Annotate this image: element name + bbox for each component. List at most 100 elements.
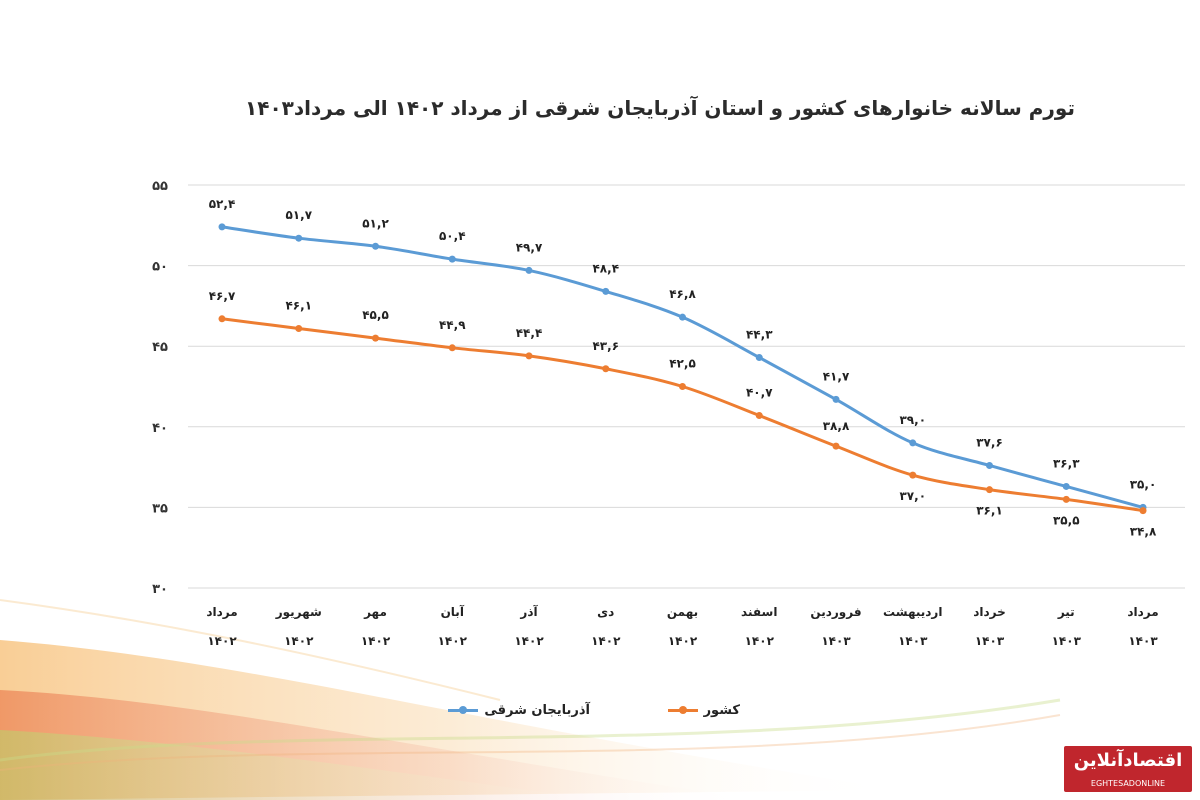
- data-point: [986, 486, 993, 494]
- data-label: ۴۳,۶: [592, 339, 619, 353]
- series-line-1: [220, 317, 1145, 513]
- data-label: ۳۹,۰: [899, 413, 926, 427]
- data-label: ۴۱,۷: [823, 369, 850, 383]
- x-tick-month: آبان: [441, 604, 465, 619]
- x-tick-year: ۱۴۰۲: [591, 634, 621, 648]
- x-tick-month: اسفند: [741, 605, 777, 619]
- data-label: ۴۶,۱: [285, 298, 312, 312]
- data-label: ۳۷,۶: [976, 435, 1003, 449]
- legend-item-country[interactable]: کشور: [667, 700, 740, 720]
- x-tick-year: ۱۴۰۲: [207, 634, 237, 648]
- y-tick-label: ۳۰: [152, 582, 168, 597]
- data-point: [755, 412, 763, 420]
- data-label: ۳۶,۳: [1053, 456, 1080, 470]
- x-tick-month: آذر: [519, 604, 538, 619]
- data-label: ۴۲,۵: [669, 357, 696, 371]
- x-tick-month: دی: [597, 605, 614, 619]
- x-axis: مرداد ۱۴۰۲ شهریور ۱۴۰۲ مهر ۱۴۰۲ آبان ۱۴۰۲ آذر ۱۴۰…: [206, 604, 1158, 648]
- data-label: ۴۶,۷: [209, 289, 236, 303]
- data-point: [832, 442, 840, 450]
- data-label: ۵۱,۲: [362, 216, 389, 230]
- data-point: [1062, 482, 1070, 490]
- eghtesadonline-logo: اقتصادآنلاین EGHTESADONLINE: [1064, 746, 1192, 792]
- data-label: ۳۸,۸: [823, 419, 850, 433]
- x-tick-year: ۱۴۰۲: [438, 634, 468, 648]
- data-point: [525, 352, 533, 360]
- x-tick-year: ۱۴۰۳: [821, 634, 851, 648]
- x-tick-month: بهمن: [667, 605, 698, 619]
- data-point: [602, 365, 610, 373]
- x-tick-year: ۱۴۰۳: [1128, 634, 1158, 648]
- data-point: [986, 461, 993, 469]
- data-label: ۴۰,۷: [746, 386, 773, 400]
- grid-layer: [188, 184, 1185, 589]
- x-tick-year: ۱۴۰۲: [284, 634, 314, 648]
- data-label: ۴۴,۴: [516, 326, 543, 340]
- x-tick-month: فروردین: [810, 605, 861, 620]
- data-point: [679, 313, 686, 321]
- legend: آذربایجان شرقی کشور: [440, 700, 740, 720]
- data-label: ۵۲,۴: [209, 197, 236, 211]
- legend-label-country: کشور: [703, 702, 740, 718]
- x-tick-month: خرداد: [973, 605, 1006, 619]
- y-tick-label: ۳۵: [152, 501, 168, 516]
- data-point: [602, 287, 610, 295]
- x-tick-year: ۱۴۰۳: [898, 634, 928, 648]
- data-point: [909, 439, 917, 447]
- logo-subtext: EGHTESADONLINE: [1090, 779, 1166, 788]
- data-point: [448, 344, 456, 352]
- data-point: [832, 395, 840, 403]
- data-point: [755, 353, 763, 361]
- x-tick-month: مرداد: [1127, 605, 1158, 619]
- legend-item-east-azerbaijan[interactable]: آذربایجان شرقی: [448, 700, 590, 720]
- data-label: ۴۵,۵: [362, 308, 389, 322]
- x-tick-year: ۱۴۰۳: [1052, 634, 1082, 648]
- data-point: [295, 324, 303, 332]
- data-label: ۳۷,۰: [899, 489, 926, 503]
- data-point: [295, 234, 303, 242]
- x-tick-year: ۱۴۰۲: [745, 634, 775, 648]
- y-tick-label: ۵۵: [152, 179, 168, 194]
- y-tick-label: ۵۰: [152, 260, 168, 275]
- data-label: ۴۴,۹: [439, 318, 466, 332]
- y-tick-label: ۴۵: [152, 340, 168, 355]
- x-tick-month: مرداد: [206, 605, 237, 619]
- data-point: [525, 266, 533, 274]
- data-label: ۳۵,۰: [1130, 477, 1157, 491]
- data-point: [1139, 507, 1147, 515]
- data-point: [909, 471, 917, 479]
- x-tick-year: ۱۴۰۲: [514, 634, 544, 648]
- data-point: [448, 255, 456, 263]
- legend-swatch-orange: [667, 705, 698, 714]
- legend-label-east-azerbaijan: آذربایجان شرقی: [484, 702, 590, 718]
- data-labels: ۵۲,۴ ۵۱,۷ ۵۱,۲ ۵۰,۴ ۴۹,۷ ۴۸,۴ ۴۶,۸ ۴۴,۳ ۴۱,۷ ۳۹,۰…: [209, 197, 1157, 539]
- data-point: [218, 315, 226, 323]
- data-label: ۳۵,۵: [1053, 513, 1080, 527]
- y-axis: ۳۰ ۳۵ ۴۰ ۴۵ ۵۰ ۵۵: [152, 179, 168, 597]
- data-point: [218, 223, 226, 231]
- data-point: [372, 334, 379, 342]
- data-label: ۳۶,۱: [976, 504, 1003, 518]
- data-label: ۵۰,۴: [439, 229, 466, 243]
- x-tick-year: ۱۴۰۲: [361, 634, 391, 648]
- x-tick-month: اردیبهشت: [883, 605, 942, 619]
- x-tick-year: ۱۴۰۳: [975, 634, 1005, 648]
- x-tick-month: مهر: [363, 605, 387, 619]
- data-point: [679, 383, 686, 390]
- data-label: ۴۴,۳: [746, 327, 773, 341]
- data-point: [1062, 495, 1070, 503]
- x-tick-month: شهریور: [275, 605, 322, 620]
- data-label: ۳۴,۸: [1130, 525, 1157, 539]
- data-label: ۵۱,۷: [285, 208, 312, 222]
- y-tick-label: ۴۰: [152, 421, 168, 436]
- chart-title: تورم سالانه خانوارهای کشور و استان آذربا…: [245, 96, 1075, 120]
- data-point: [372, 242, 379, 250]
- logo-text: اقتصادآنلاین: [1073, 750, 1183, 771]
- data-label: ۴۶,۸: [669, 287, 696, 301]
- x-tick-year: ۱۴۰۲: [668, 634, 698, 648]
- legend-swatch-blue: [448, 705, 479, 714]
- data-label: ۴۸,۴: [592, 261, 619, 275]
- x-tick-month: تیر: [1057, 605, 1075, 619]
- data-label: ۴۹,۷: [516, 240, 543, 254]
